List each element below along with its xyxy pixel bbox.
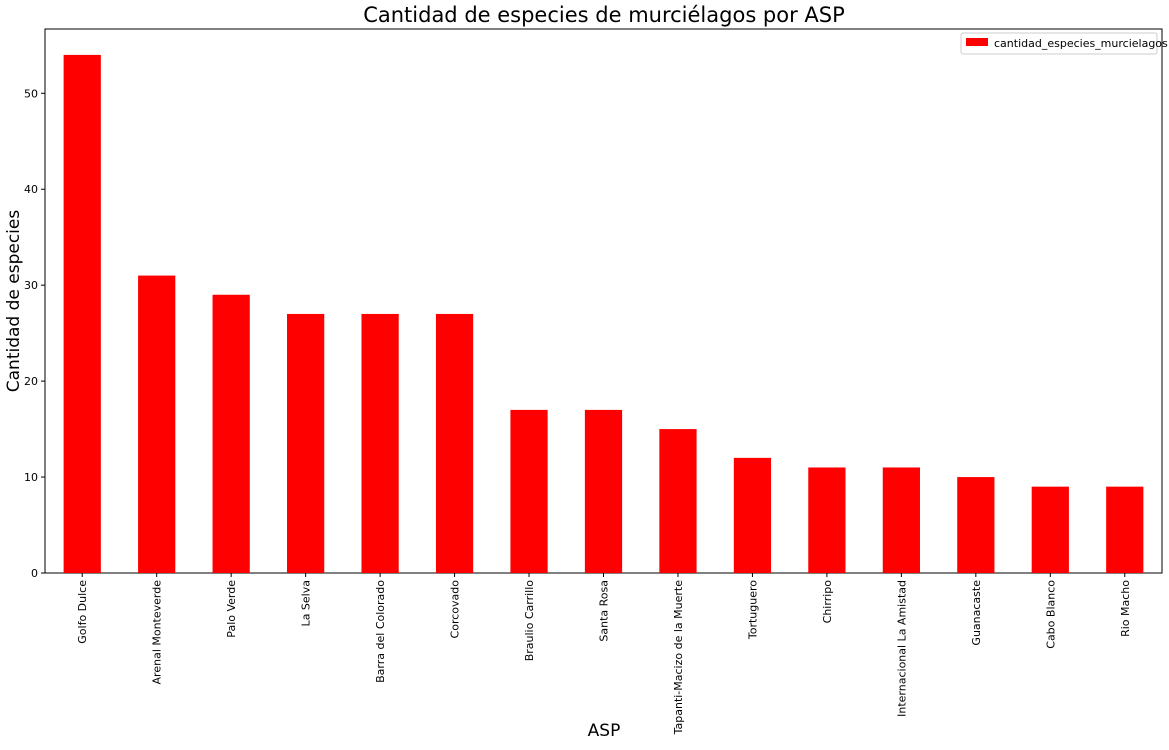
- x-tick-label: Rio Macho: [1119, 580, 1132, 637]
- y-tick-label: 50: [24, 87, 38, 100]
- bar: [435, 313, 474, 573]
- bar: [63, 54, 101, 573]
- y-tick-label: 10: [24, 471, 38, 484]
- legend-swatch: [966, 38, 988, 46]
- legend-label: cantidad_especies_murcielagos: [994, 37, 1168, 50]
- bar: [957, 477, 995, 573]
- plot-area: 0 10 20 30 40 50 Golfo Dulce Arenal Monteverde…: [24, 28, 1163, 735]
- bar: [584, 409, 623, 573]
- y-tick-label: 40: [24, 183, 38, 196]
- bar: [808, 467, 846, 573]
- x-tick-label: Barra del Colorado: [374, 580, 387, 683]
- chart-title: Cantidad de especies de murciélagos por …: [363, 3, 845, 27]
- x-tick-label: Palo Verde: [225, 580, 238, 638]
- bar: [287, 313, 325, 573]
- x-tick-label: Braulio Carrillo: [523, 580, 536, 662]
- x-axis-title: ASP: [588, 721, 621, 741]
- bar: [138, 275, 176, 573]
- bar: [882, 467, 920, 573]
- x-tick-label: La Selva: [300, 580, 313, 626]
- y-axis: 0 10 20 30 40 50: [24, 87, 45, 580]
- bar: [1106, 486, 1144, 573]
- y-tick-label: 0: [31, 567, 38, 580]
- x-tick-label: Guanacaste: [970, 580, 983, 646]
- x-tick-label: Internacional La Amistad: [895, 580, 908, 717]
- x-tick-label: Arenal Monteverde: [151, 580, 164, 685]
- x-tick-label: Tapanti-Macizo de la Muerte: [672, 580, 685, 736]
- x-tick-label: Tortuguero: [746, 580, 759, 640]
- x-tick-label: Santa Rosa: [598, 580, 611, 642]
- bar: [659, 429, 697, 573]
- bar: [361, 313, 399, 573]
- legend: cantidad_especies_murcielagos: [960, 32, 1168, 55]
- y-tick-label: 30: [24, 279, 38, 292]
- x-tick-label: Corcovado: [449, 580, 462, 639]
- x-tick-label: Chirripo: [821, 580, 834, 624]
- bar: [1031, 486, 1069, 573]
- x-tick-label: Cabo Blanco: [1044, 580, 1057, 649]
- bar: [733, 457, 772, 573]
- y-axis-title: Cantidad de especies: [4, 210, 24, 393]
- x-axis: Golfo Dulce Arenal Monteverde Palo Verde La…: [76, 573, 1132, 735]
- x-tick-label: Golfo Dulce: [76, 580, 89, 644]
- bars: [63, 54, 1144, 573]
- bar: [212, 294, 250, 573]
- y-tick-label: 20: [24, 375, 38, 388]
- legend-box: [960, 32, 1158, 55]
- bar: [510, 409, 548, 573]
